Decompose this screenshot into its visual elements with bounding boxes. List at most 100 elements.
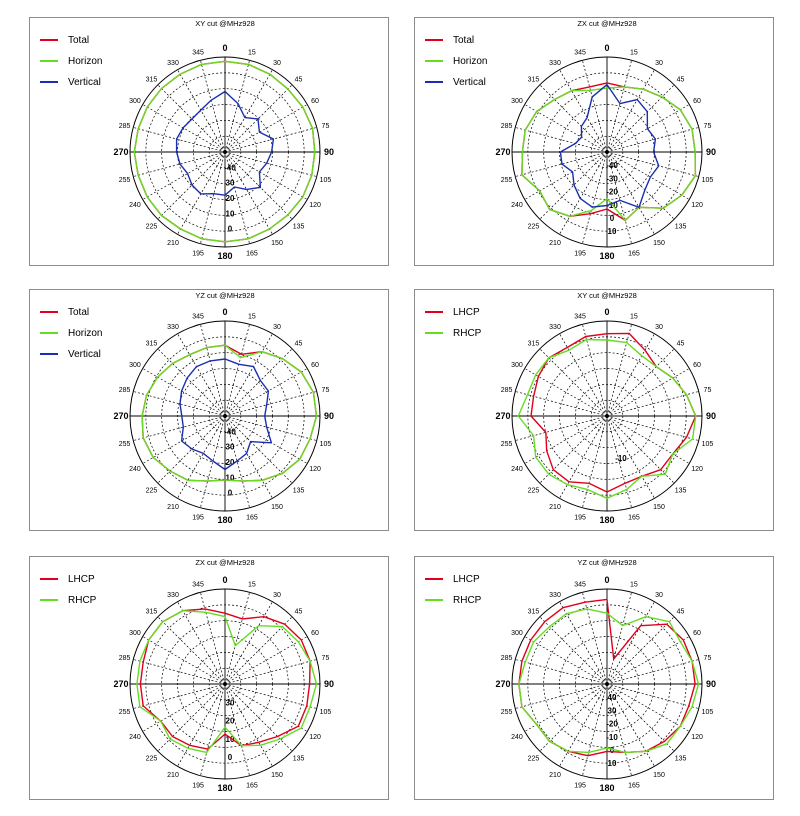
radial-tick-label: 20: [226, 458, 235, 467]
radial-tick-label: 10: [226, 473, 235, 482]
legend-item: Total: [40, 302, 102, 322]
angle-tick-label: 255: [119, 709, 131, 716]
grid-spoke: [606, 348, 675, 417]
angle-tick-label: 330: [167, 592, 179, 599]
legend: Total Horizon Vertical: [40, 302, 102, 365]
grid-spoke: [177, 151, 226, 235]
angle-tick-label: 75: [322, 123, 330, 130]
angle-tick-label: 15: [630, 582, 638, 589]
angle-tick-label: 120: [691, 202, 703, 209]
legend-swatch: [40, 39, 58, 41]
legend-item: Vertical: [40, 72, 102, 92]
angle-tick-label: 315: [528, 76, 540, 83]
angle-tick-label: 45: [295, 76, 303, 83]
angle-tick-label: 315: [528, 340, 540, 347]
chart-title: YZ cut @MHz928: [577, 558, 636, 567]
angle-tick-label: 330: [167, 324, 179, 331]
chart-panel-5: ZX cut @MHz928 0 15 30 45 60 75 90 105 120 135 150 1…: [29, 556, 389, 800]
angle-tick-label: 210: [167, 240, 179, 247]
legend-swatch: [425, 81, 443, 83]
grid-spoke: [177, 601, 226, 685]
series-line-vertical: [179, 358, 273, 471]
legend-label: Total: [68, 306, 90, 318]
grid-spoke: [157, 415, 226, 484]
angle-tick-label: 195: [574, 782, 586, 789]
radial-tick-label: 40: [608, 693, 617, 702]
angle-tick-label: 180: [599, 515, 614, 525]
angle-tick-label: 15: [248, 582, 256, 589]
angle-tick-label: 195: [192, 250, 204, 257]
series-line-rhcp: [518, 608, 700, 754]
legend: Total Horizon Vertical: [40, 30, 102, 93]
radial-tick-label: 30: [226, 698, 235, 707]
angle-tick-label: 165: [246, 250, 258, 257]
radial-tick-label: 30: [226, 179, 235, 188]
legend-swatch: [40, 353, 58, 355]
radial-tick-label: 0: [228, 489, 233, 498]
angle-tick-label: 15: [248, 50, 256, 57]
legend: LHCP RHCP: [425, 569, 481, 611]
angle-tick-label: 300: [511, 630, 523, 637]
angle-tick-label: 240: [511, 466, 523, 473]
angle-tick-label: 285: [501, 655, 513, 662]
legend-item: LHCP: [40, 569, 96, 589]
radial-tick-label: 0: [228, 225, 233, 234]
angle-tick-label: 135: [675, 224, 687, 231]
grid-spoke: [559, 415, 608, 499]
angle-tick-label: 150: [653, 504, 665, 511]
angle-tick-label: 195: [192, 782, 204, 789]
angle-tick-label: 90: [324, 411, 334, 421]
angle-tick-label: 30: [655, 60, 663, 67]
radial-tick-label: 10: [226, 209, 235, 218]
angle-tick-label: 105: [702, 441, 714, 448]
angle-tick-label: 60: [693, 630, 701, 637]
angle-tick-label: 225: [528, 224, 540, 231]
angle-tick-label: 135: [675, 488, 687, 495]
series-line-horizon: [141, 344, 318, 482]
angle-tick-label: 225: [146, 756, 158, 763]
polar-chart-6: YZ cut @MHz928 0 15 30 45 60 75 90 105 120 135 150 1…: [495, 558, 716, 793]
angle-tick-label: 300: [129, 362, 141, 369]
angle-tick-label: 150: [653, 240, 665, 247]
legend-swatch: [40, 311, 58, 313]
angle-tick-label: 225: [528, 488, 540, 495]
legend-item: Total: [40, 30, 102, 50]
chart-panel-4: XY cut @MHz928 0 15 30 45 60 75 90 105 120 135 150 1…: [414, 289, 774, 531]
angle-tick-label: 300: [129, 98, 141, 105]
radial-tick-label: 10: [608, 227, 617, 236]
legend-swatch: [40, 60, 58, 62]
angle-tick-label: 270: [113, 679, 128, 689]
angle-tick-label: 90: [324, 679, 334, 689]
angle-tick-label: 345: [192, 50, 204, 57]
angle-tick-label: 15: [630, 50, 638, 57]
angle-tick-label: 315: [146, 608, 158, 615]
radial-tick-label: -30: [606, 174, 618, 183]
angle-tick-label: 210: [167, 772, 179, 779]
angle-tick-label: 150: [271, 240, 283, 247]
angle-tick-label: 180: [599, 251, 614, 261]
angle-tick-label: 345: [574, 314, 586, 321]
angle-tick-label: 0: [222, 43, 227, 53]
radial-tick-label: 20: [226, 717, 235, 726]
legend-swatch: [40, 578, 58, 580]
grid-spoke: [559, 151, 608, 235]
angle-tick-label: 150: [653, 772, 665, 779]
legend-item: Horizon: [425, 51, 487, 71]
angle-tick-label: 195: [574, 514, 586, 521]
angle-tick-label: 270: [495, 147, 510, 157]
angle-tick-label: 315: [146, 76, 158, 83]
legend-label: Horizon: [68, 55, 103, 67]
chart-title: XY cut @MHz928: [195, 19, 255, 28]
angle-tick-label: 345: [192, 582, 204, 589]
grid-spoke: [559, 333, 608, 417]
chart-panel-3: YZ cut @MHz928 0 15 30 45 60 75 90 105 120 135 150 1…: [29, 289, 389, 531]
angle-tick-label: 30: [273, 60, 281, 67]
polar-chart-2: ZX cut @MHz928 0 15 30 45 60 75 90 105 120 135 150 1…: [495, 19, 716, 261]
radial-tick-label: 10: [226, 735, 235, 744]
angle-tick-label: 255: [119, 177, 131, 184]
angle-tick-label: 75: [704, 387, 712, 394]
angle-tick-label: 75: [704, 123, 712, 130]
angle-tick-label: 0: [604, 307, 609, 317]
angle-tick-label: 285: [119, 123, 131, 130]
grid-spoke: [559, 683, 608, 767]
